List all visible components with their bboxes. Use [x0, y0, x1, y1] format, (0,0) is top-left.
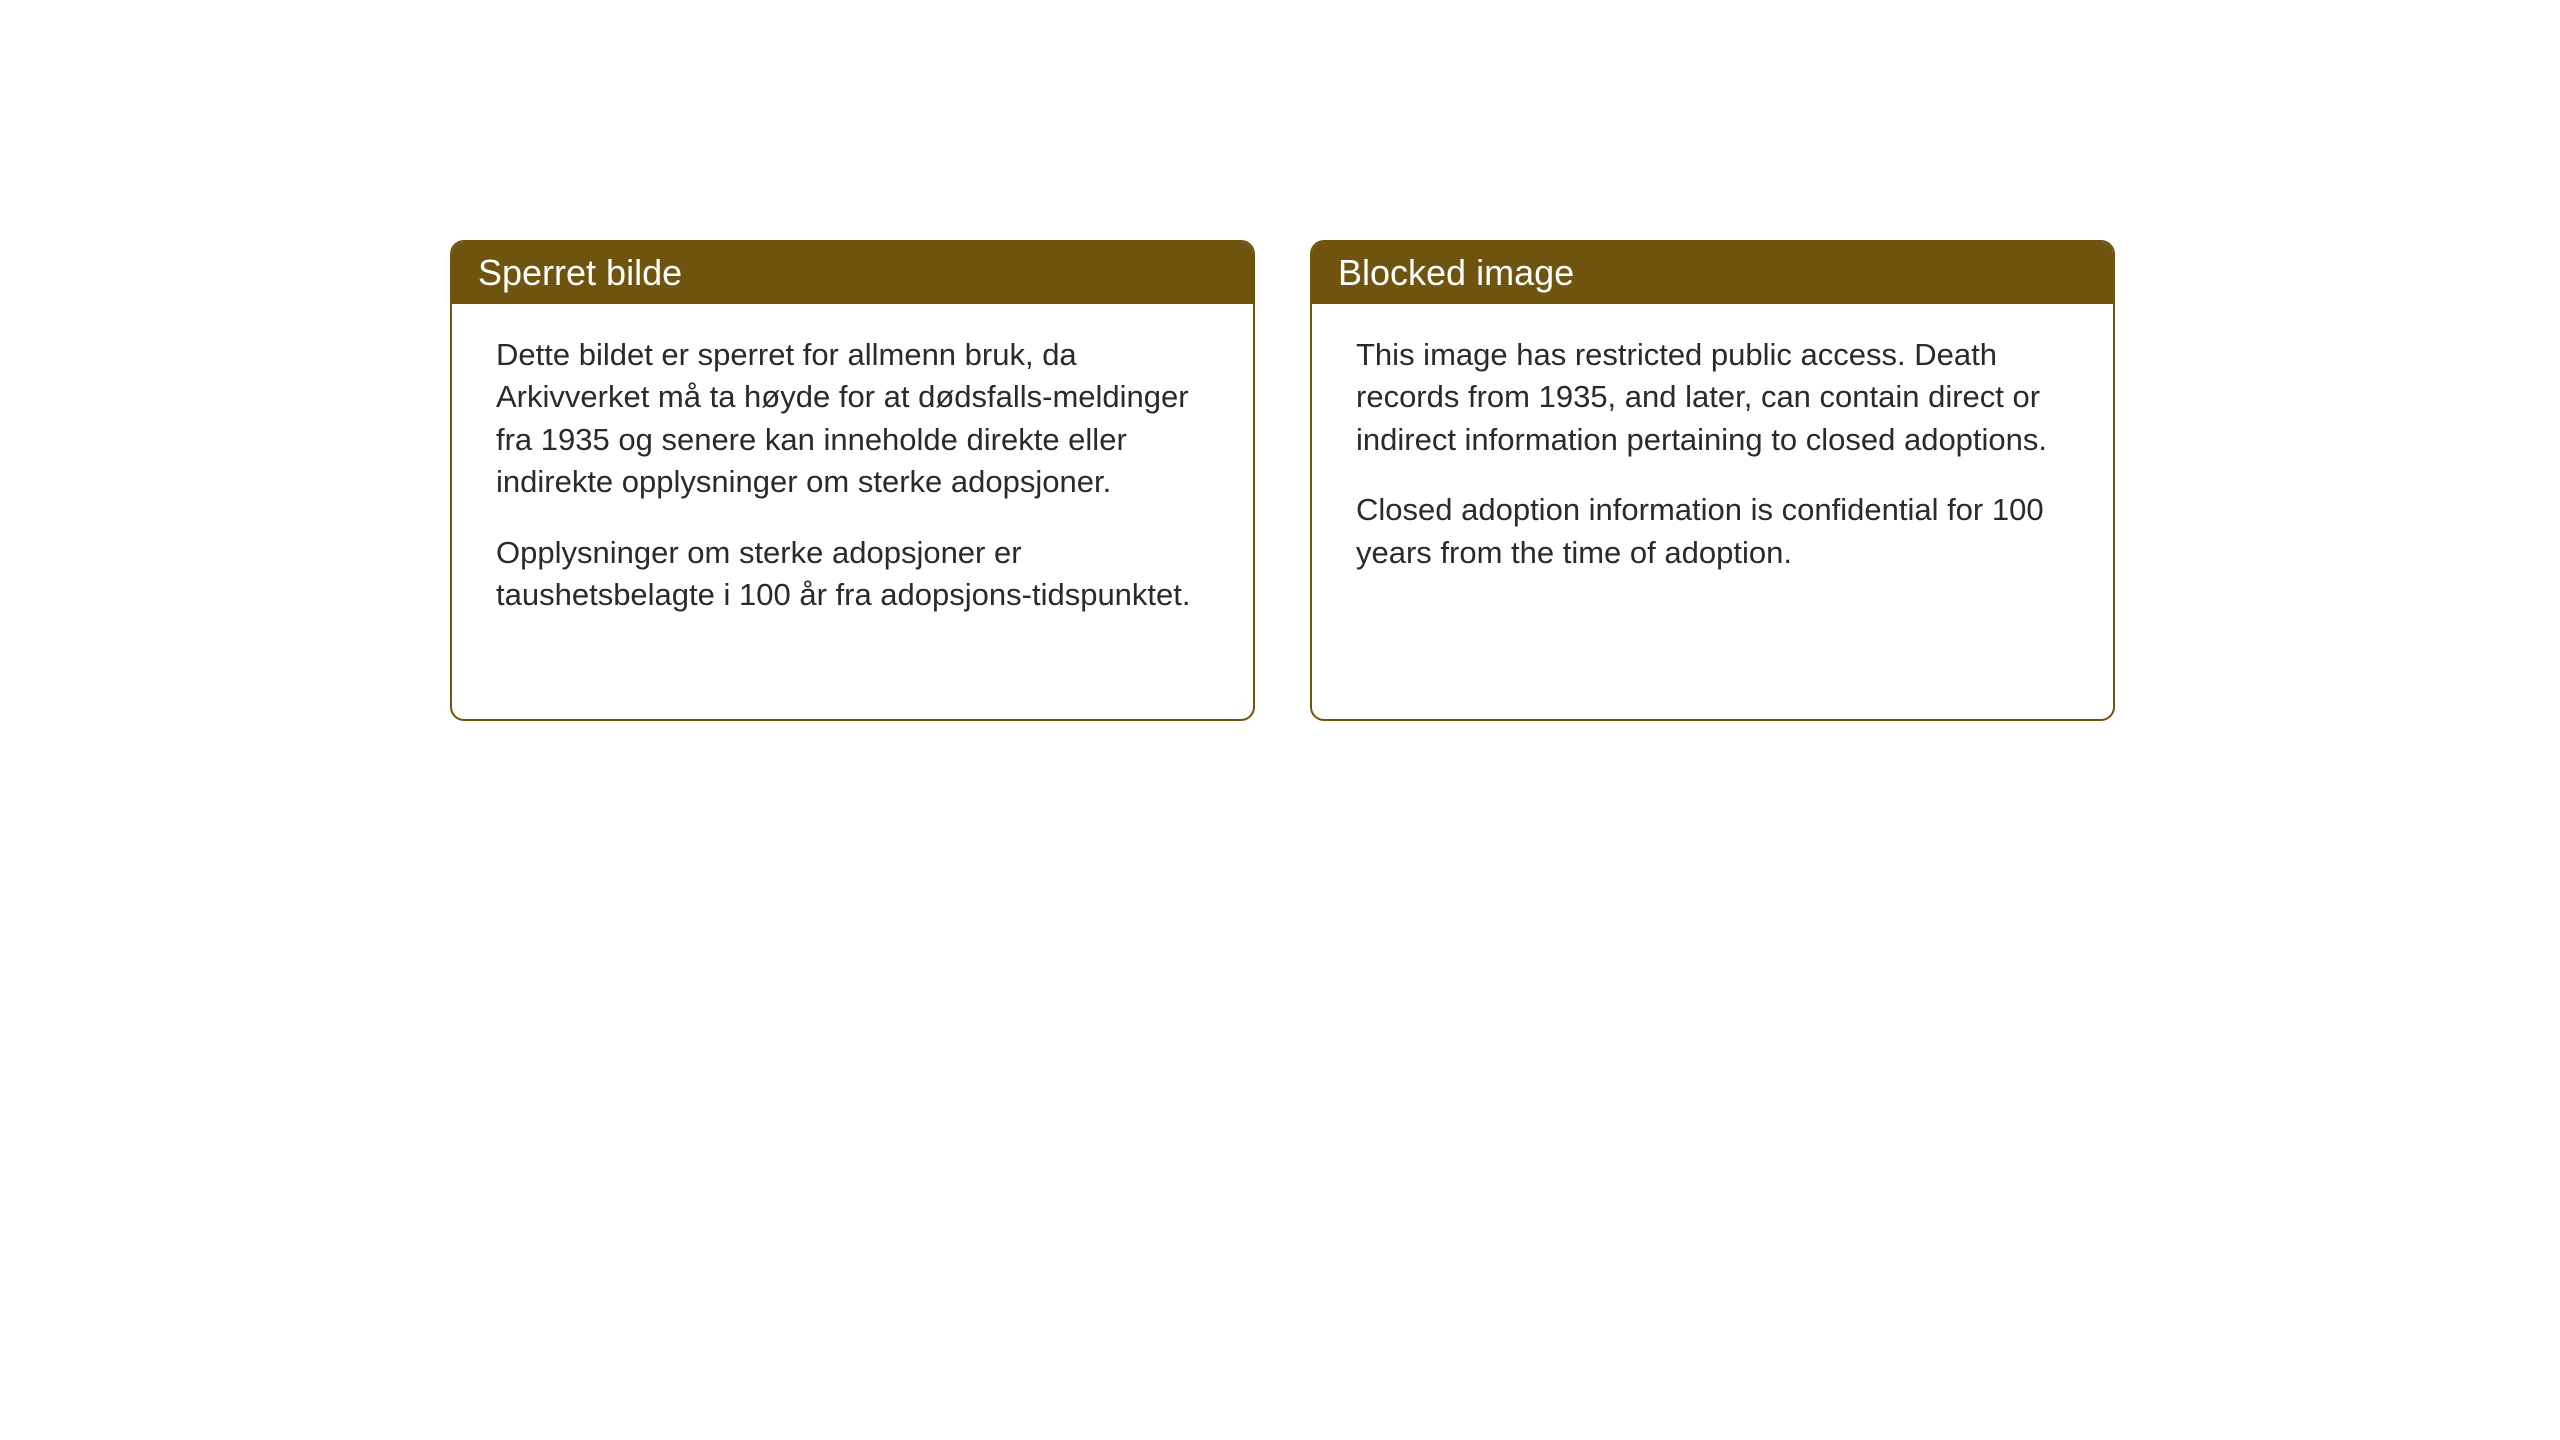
card-body-norwegian: Dette bildet er sperret for allmenn bruk… — [452, 304, 1253, 657]
card-paragraph: This image has restricted public access.… — [1356, 334, 2069, 461]
card-body-english: This image has restricted public access.… — [1312, 304, 2113, 719]
notice-card-english: Blocked image This image has restricted … — [1310, 240, 2115, 721]
notice-card-norwegian: Sperret bilde Dette bildet er sperret fo… — [450, 240, 1255, 721]
card-paragraph: Opplysninger om sterke adopsjoner er tau… — [496, 532, 1209, 617]
notice-cards-container: Sperret bilde Dette bildet er sperret fo… — [450, 240, 2560, 721]
card-paragraph: Dette bildet er sperret for allmenn bruk… — [496, 334, 1209, 504]
card-header-english: Blocked image — [1312, 242, 2113, 304]
card-paragraph: Closed adoption information is confident… — [1356, 489, 2069, 574]
card-title: Blocked image — [1338, 252, 1574, 293]
card-title: Sperret bilde — [478, 252, 682, 293]
card-header-norwegian: Sperret bilde — [452, 242, 1253, 304]
